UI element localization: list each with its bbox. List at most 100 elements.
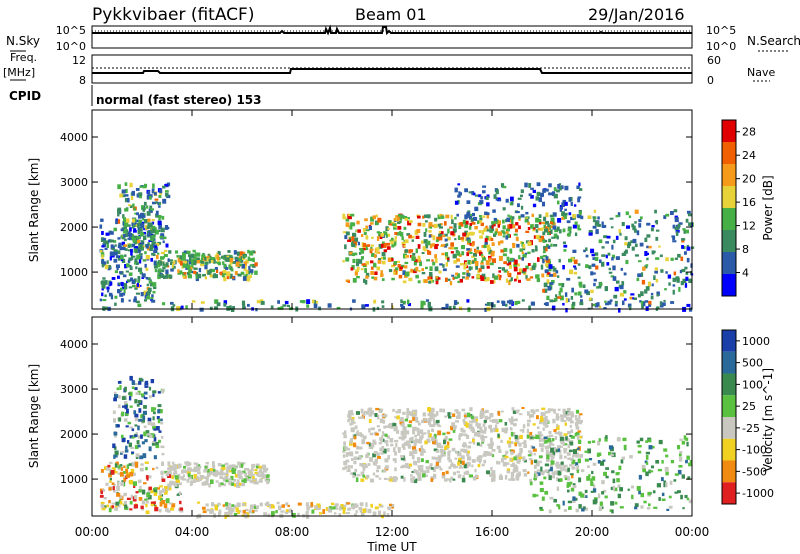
power-cell [148,194,153,198]
velocity-cell [645,455,649,460]
power-cell [563,215,567,219]
velocity-cell [506,440,511,444]
velocity-cell [432,439,436,445]
velocity-cell [498,419,503,423]
velocity-cell [100,490,103,495]
power-cell [160,233,165,236]
velocity-cell [445,444,450,449]
power-cell [542,255,548,258]
velocity-cell [549,434,554,437]
velocity-cell [605,435,608,439]
power-cell [558,283,563,286]
velocity-cell [203,469,207,472]
velocity-cell [571,461,576,464]
velocity-cell [563,464,568,468]
velocity-cell [661,498,666,501]
velocity-colorbar-segment [722,373,736,396]
power-cell [151,228,156,234]
velocity-cell [366,452,369,455]
power-cell [214,299,219,304]
velocity-cell [575,431,580,436]
freq-label: Freq. [10,51,37,64]
power-cell [618,308,621,313]
velocity-cell [544,469,549,473]
velocity-cell [458,452,462,456]
power-cell [573,271,578,275]
power-cell [136,254,141,260]
velocity-cell [368,414,373,417]
velocity-cell [358,416,363,419]
power-cell [538,214,542,218]
power-cell [428,230,432,233]
power-cell [136,262,139,265]
power-cell [196,252,201,257]
power-cell [391,258,394,262]
power-cell [204,265,208,270]
power-cell [601,261,605,267]
velocity-cell [477,464,481,468]
y-tick-label: 2000 [60,221,88,234]
power-cell [141,242,144,245]
power-cell [498,199,502,202]
power-cell [555,189,560,193]
velocity-cell [161,475,164,481]
velocity-cell [412,476,416,481]
power-cell [136,247,141,253]
power-cell [543,302,547,305]
power-cell [617,212,621,217]
velocity-cell [665,482,668,488]
power-cell [230,307,235,312]
power-cell [111,277,116,280]
power-cell [525,217,529,220]
power-cell [464,188,468,193]
power-cell [554,228,559,233]
velocity-cell [237,510,240,514]
power-cell [568,197,571,202]
velocity-cell [469,407,473,412]
velocity-cell [465,466,469,469]
velocity-cell [107,464,111,468]
power-cell [185,305,188,309]
velocity-cell [417,431,421,436]
power-cell [400,299,403,304]
power-cell [435,276,438,279]
velocity-cell [647,491,651,496]
velocity-cell [564,422,567,426]
velocity-cell [411,454,415,460]
velocity-cell [316,507,321,511]
power-cell [131,279,135,284]
velocity-cell [153,455,157,460]
power-cell [580,215,584,220]
power-cell [552,191,556,196]
power-cell [139,185,142,188]
power-cell [530,195,534,199]
velocity-colorbar-segment [722,330,736,352]
velocity-cell [577,430,582,433]
velocity-cell [244,472,248,477]
velocity-cell [205,503,209,507]
power-cell [589,297,592,301]
power-cell [101,245,105,248]
velocity-cell [545,450,549,455]
velocity-cell [144,461,149,464]
velocity-cell [305,514,310,519]
velocity-cell [110,470,115,475]
velocity-cell [154,490,158,494]
power-cell [598,239,603,244]
power-cell [354,237,359,243]
velocity-cell [140,434,143,439]
power-cell [124,264,128,269]
velocity-cell [179,500,182,505]
velocity-cell [213,469,216,472]
velocity-cell [497,461,501,465]
velocity-cell [158,493,162,496]
power-cell [678,286,681,292]
power-cell [556,275,560,278]
power-cell [545,212,549,218]
velocity-cell [512,410,516,414]
velocity-cell [372,472,376,476]
power-cell [411,239,414,242]
velocity-cell [141,489,146,495]
velocity-cell [129,405,133,408]
velocity-cell [584,489,588,494]
